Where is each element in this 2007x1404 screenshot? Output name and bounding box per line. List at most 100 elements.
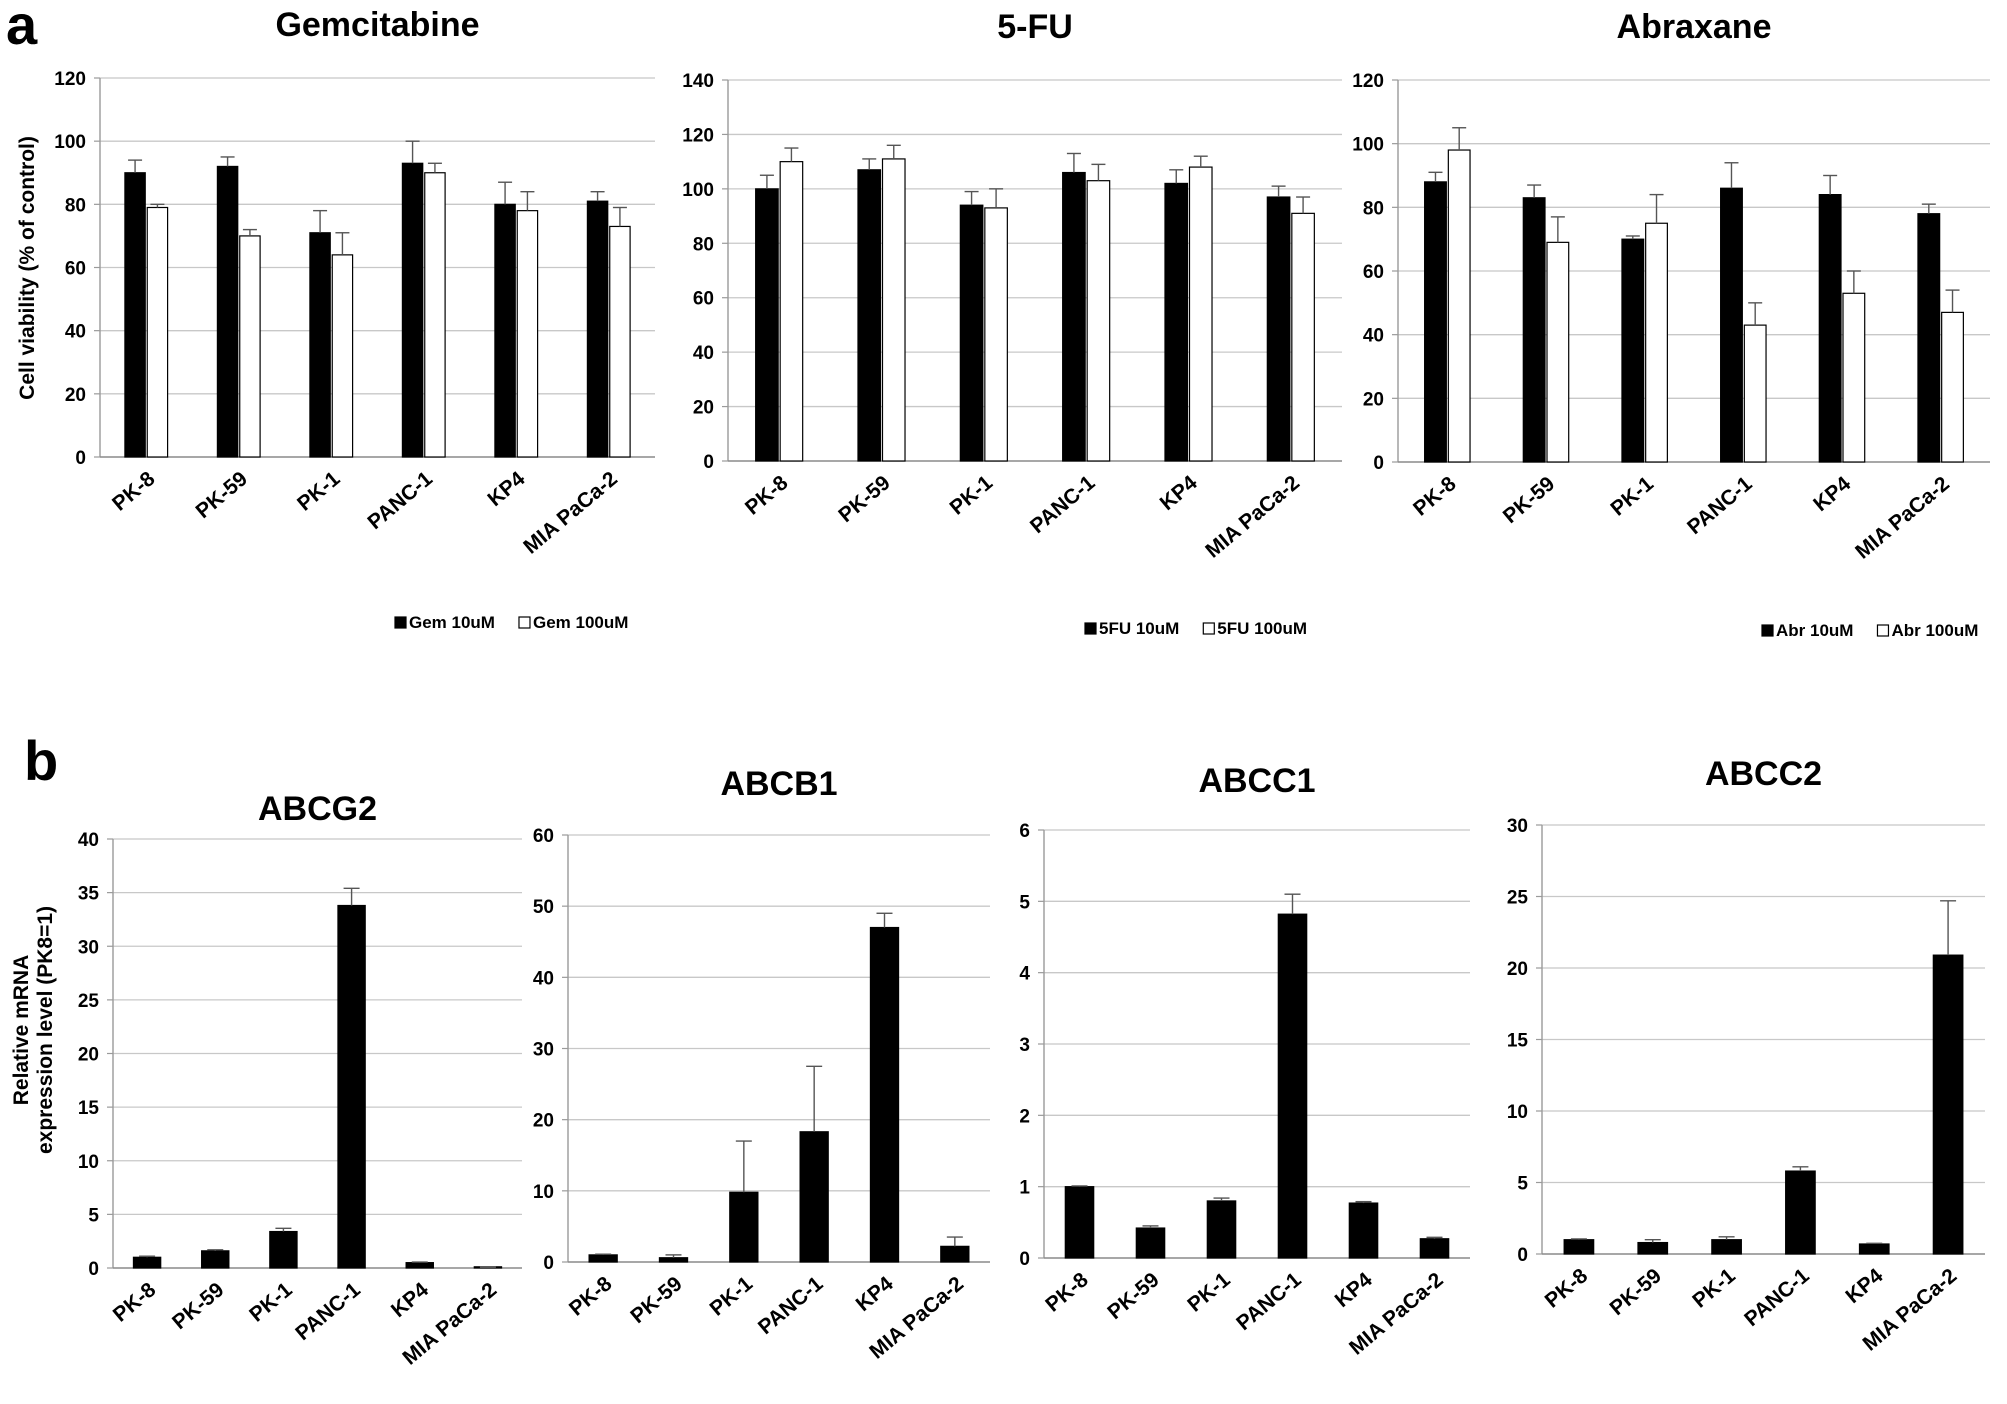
bar-5fu-100um-kp4 [1188,166,1213,462]
legend-swatch [1084,622,1097,635]
y-tick-label: 30 [1507,816,1528,837]
bar-abcg2-pk-1 [269,1230,298,1269]
bar-abr-10um-pk-59 [1522,197,1546,463]
legend: Gem 10uM Gem 100uM [394,613,628,632]
y-tick-label: 100 [682,180,714,201]
chart-0: Gemcitabine 0 20 40 60 80 100 120 PK-8 PK-59 PK-1 P… [16,6,655,632]
y-tick-label: 0 [1517,1245,1528,1266]
x-tick-label: KP4 [1331,1268,1377,1312]
legend-label: Gem 100uM [533,613,628,632]
bar-abcc1-kp4 [1348,1202,1379,1259]
legend-label: Gem 10uM [409,613,495,632]
chart-title: ABCC1 [1198,762,1315,800]
legend: 5FU 10uM 5FU 100uM [1084,619,1307,638]
y-tick-label: 5 [1019,892,1030,913]
chart-title: 5-FU [997,8,1073,46]
y-tick-label: 60 [533,826,554,847]
y-tick-label: 10 [78,1152,99,1173]
x-tick-label: PK-59 [192,467,252,523]
x-tick-label: PK-1 [1688,1264,1740,1313]
chart-3: ABCG2 0 5 10 15 20 25 30 35 40 PK-8 PK-59 PK-1PANC-1… [10,790,522,1370]
bar-5fu-100um-pk-59 [881,158,906,462]
x-tick-label: PANC-1 [1232,1268,1306,1335]
bar-abcc2-pk-8 [1563,1239,1595,1255]
y-axis-label: Relative mRNAexpression level (PK8=1) [10,906,57,1154]
bar-abcc2-panc-1 [1785,1170,1816,1255]
x-tick-label: PANC-1 [754,1272,828,1339]
bar-abcc1-mia-paca-2 [1419,1238,1450,1259]
y-tick-label: 0 [75,448,86,469]
bar-gem-100um-panc-1 [424,172,446,458]
bar-gem-10um-pk-59 [216,165,239,458]
y-tick-label: 1 [1019,1178,1030,1199]
x-tick-label: PK-8 [565,1272,617,1321]
x-tick-label: PANC-1 [363,467,437,534]
y-tick-label: 15 [1507,1031,1529,1052]
x-tick-label: PK-1 [245,1278,297,1327]
x-tick-label: KP4 [852,1272,898,1316]
y-tick-label: 20 [1363,389,1384,410]
chart-title: Abraxane [1617,8,1772,46]
chart-2: Abraxane 0 20 40 60 80 100 120 PK-8 PK-59 PK-1 PANC… [1352,8,1990,640]
y-tick-label: 80 [1363,198,1384,219]
bar-abr-100um-pk-1 [1645,222,1668,463]
bar-abr-100um-kp4 [1842,292,1866,463]
bar-5fu-10um-kp4 [1164,182,1189,462]
y-tick-label: 100 [1352,135,1384,156]
y-tick-label: 40 [65,322,86,343]
bar-gem-10um-panc-1 [401,162,424,458]
x-tick-label: PK-1 [293,467,345,516]
y-tick-label: 15 [78,1098,100,1119]
bar-5fu-100um-mia-paca-2 [1291,212,1315,462]
bar-abcc1-pk-1 [1206,1200,1237,1259]
y-tick-label: 20 [693,398,714,419]
x-tick-label: PK-1 [706,1272,758,1321]
y-tick-label: 10 [1507,1102,1528,1123]
y-tick-label: 25 [1507,888,1529,909]
bar-abr-10um-mia-paca-2 [1917,213,1941,463]
bar-abcc2-mia-paca-2 [1932,954,1964,1255]
x-tick-label: PK-59 [1606,1264,1666,1320]
bar-5fu-100um-pk-8 [779,161,804,462]
y-tick-label: 80 [65,195,86,216]
x-tick-label: PK-8 [741,471,793,520]
bar-abr-100um-pk-8 [1447,149,1471,463]
x-tick-label: PK-8 [109,1278,161,1327]
y-tick-label: 20 [65,385,86,406]
x-tick-label: PK-59 [626,1272,686,1328]
bar-abcc1-pk-59 [1135,1227,1166,1259]
y-tick-label: 10 [533,1182,554,1203]
x-tick-label: PK-59 [168,1278,228,1334]
chart-title: ABCG2 [258,790,377,828]
y-tick-label: 50 [533,897,554,918]
legend-label: Abr 100uM [1891,621,1978,640]
bar-5fu-10um-pk-8 [755,188,779,462]
bar-abr-100um-pk-59 [1546,241,1570,463]
y-tick-label: 80 [693,234,714,255]
chart-1: 5-FU 0 20 40 60 80 100 120 140 PK-8 PK-59 PK-1 PANC-… [682,8,1342,638]
x-tick-label: KP4 [1841,1264,1887,1308]
x-tick-label: PK-59 [834,471,894,527]
y-tick-label: 20 [533,1111,554,1132]
chart-title: Gemcitabine [275,6,479,44]
y-tick-label: 2 [1019,1106,1030,1127]
bar-5fu-100um-panc-1 [1086,180,1111,462]
legend-label: 5FU 100uM [1217,619,1307,638]
legend-swatch [1876,624,1890,637]
bar-abcb1-mia-paca-2 [940,1245,970,1263]
bar-abr-100um-mia-paca-2 [1941,311,1964,463]
y-tick-label: 6 [1019,821,1030,842]
y-tick-label: 5 [88,1205,99,1226]
bar-5fu-10um-panc-1 [1062,171,1086,462]
panel-label-b: b [24,729,58,792]
y-tick-label: 35 [78,884,100,905]
y-tick-label: 60 [693,289,714,310]
y-tick-label: 0 [703,452,714,473]
x-tick-label: KP4 [1156,471,1202,515]
x-tick-label: MIA PaCa-2 [519,467,622,558]
chart-title: ABCC2 [1705,755,1822,793]
